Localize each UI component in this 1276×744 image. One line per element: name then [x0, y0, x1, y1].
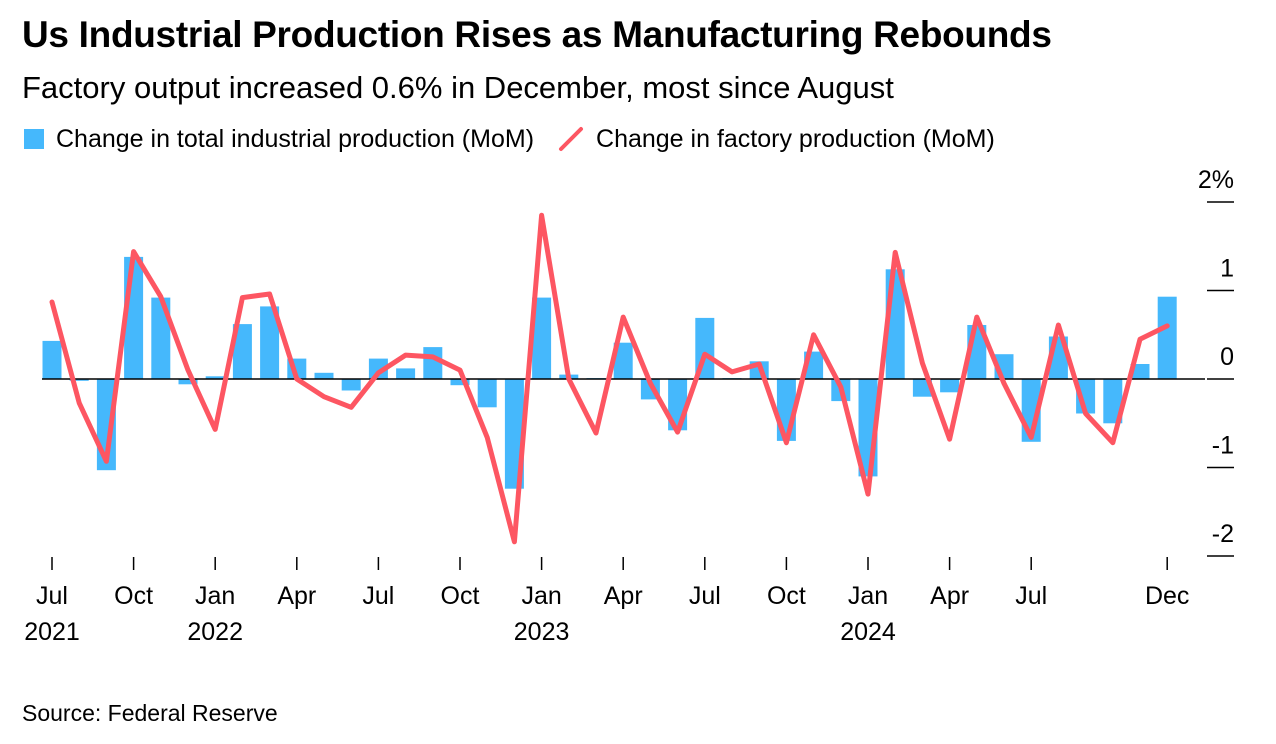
bar-series	[42, 256, 1177, 489]
x-tick-label: Dec	[1145, 582, 1189, 610]
y-tick-label: -2	[1212, 520, 1234, 548]
x-tick-label: Jan	[848, 582, 888, 610]
bar	[341, 379, 361, 391]
bar	[368, 358, 388, 379]
x-tick-label: Jan	[195, 582, 235, 610]
x-tick-label: Apr	[930, 582, 969, 610]
chart-title: Us Industrial Production Rises as Manufa…	[22, 14, 1052, 55]
legend-label-total-production: Change in total industrial production (M…	[56, 124, 535, 153]
bar	[532, 297, 552, 379]
x-tick-label: Jul	[36, 582, 68, 610]
bar	[1103, 379, 1123, 424]
bar	[232, 324, 252, 379]
y-tick-label: 0	[1220, 343, 1234, 371]
y-tick-label: 1	[1220, 255, 1234, 283]
x-tick-label: Apr	[604, 582, 643, 610]
bar	[940, 379, 960, 393]
bar	[69, 379, 89, 381]
x-tick-year-label: 2023	[514, 618, 570, 646]
chart-subtitle: Factory output increased 0.6% in Decembe…	[22, 70, 894, 105]
x-tick-label: Jul	[362, 582, 394, 610]
legend-item-factory-production: Change in factory production (MoM)	[558, 125, 995, 154]
x-tick-year-label: 2021	[24, 618, 80, 646]
legend-item-total-production: Change in total industrial production (M…	[24, 125, 534, 154]
factory-production-line	[49, 212, 1170, 545]
y-tick-label: 2%	[1198, 166, 1234, 194]
legend-line-swatch	[559, 127, 584, 151]
bar	[178, 379, 198, 385]
x-tick-year-label: 2022	[187, 618, 243, 646]
x-tick-label: Oct	[767, 582, 806, 610]
x-tick-label: Apr	[277, 582, 316, 610]
bar	[613, 342, 633, 379]
bar	[205, 376, 225, 379]
x-tick-label: Oct	[441, 582, 480, 610]
bar	[396, 368, 416, 379]
bar	[450, 379, 470, 386]
bar	[477, 379, 497, 408]
x-tick-label: Jul	[689, 582, 721, 610]
chart-plot: 2% 1 0 -1 -2 Jul 2021 Oct Jan 2022 Apr Jul Oct Jan 202…	[24, 166, 1234, 646]
bar	[151, 297, 171, 379]
x-tick-year-label: 2024	[840, 618, 896, 646]
bar	[314, 372, 334, 379]
bar	[260, 306, 280, 379]
bar	[1157, 296, 1177, 379]
x-tick-label: Oct	[114, 582, 153, 610]
source-note: Source: Federal Reserve	[22, 700, 278, 726]
x-tick-label: Jul	[1015, 582, 1047, 610]
bar	[423, 347, 443, 379]
x-tick-label: Jan	[521, 582, 561, 610]
legend-label-factory-production: Change in factory production (MoM)	[596, 124, 995, 153]
legend-bar-swatch	[24, 129, 44, 149]
bar	[42, 340, 62, 379]
chart-legend: Change in total industrial production (M…	[24, 122, 1019, 156]
bar	[1130, 364, 1150, 379]
y-tick-label: -1	[1212, 432, 1234, 460]
